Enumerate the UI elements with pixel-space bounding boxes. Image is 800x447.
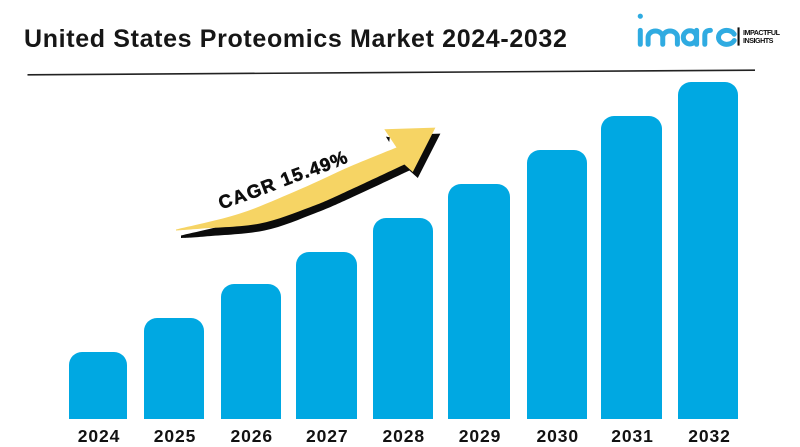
svg-text:INSIGHTS: INSIGHTS	[743, 36, 774, 45]
svg-text:IMPACTFUL: IMPACTFUL	[743, 28, 781, 37]
